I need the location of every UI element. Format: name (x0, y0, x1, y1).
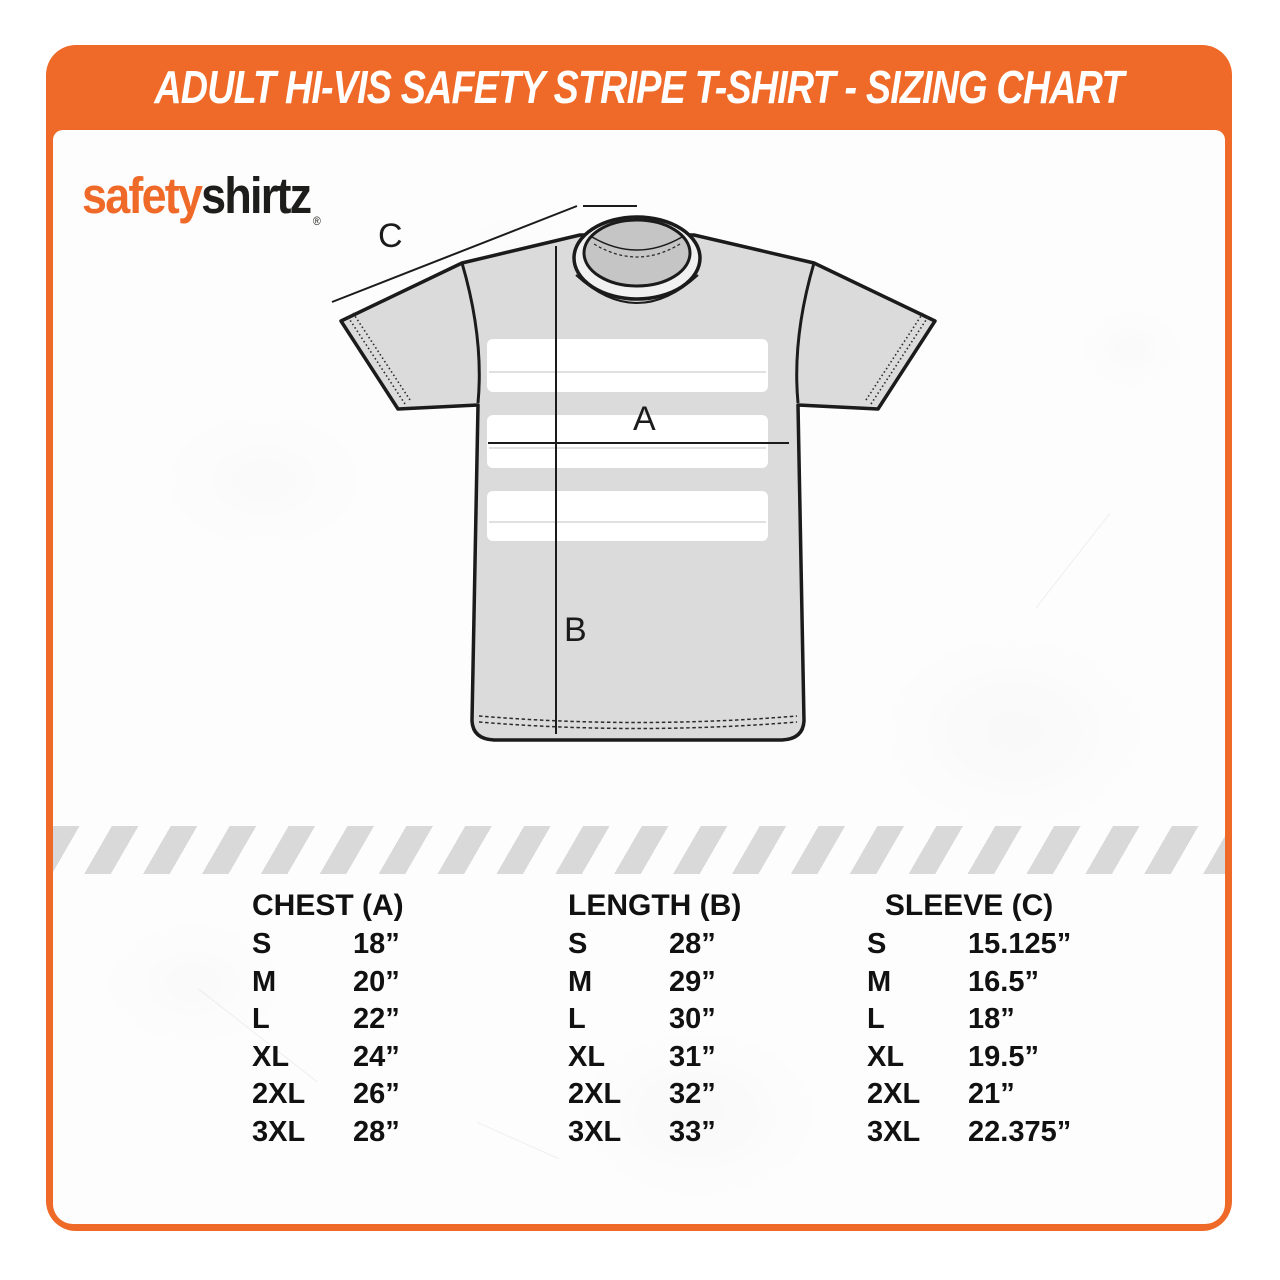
registered-mark-icon: ® (312, 214, 321, 228)
size-value: 18” (353, 928, 400, 960)
size-label: L (252, 1003, 270, 1035)
header-banner: ADULT HI-VIS SAFETY STRIPE T-SHIRT - SIZ… (46, 45, 1232, 130)
content-panel: safetyshirtz ® (53, 130, 1225, 1224)
length-table-rows: S 28” M 29” L 30” XL 31” 2XL 32” 3XL 33” (568, 926, 741, 1151)
chest-table-header: CHEST (A) (252, 889, 404, 922)
brand-logo-safety: safety (82, 167, 203, 224)
size-value: 26” (353, 1078, 400, 1110)
size-tables: CHEST (A) S 18” M 20” L 22” XL 24” 2XL 26” 3X… (53, 888, 1225, 1148)
size-value: 31” (669, 1040, 716, 1073)
size-label: M (252, 965, 277, 998)
size-value: 30” (669, 1003, 716, 1035)
size-label: XL (252, 1040, 290, 1073)
measurement-lines (331, 205, 789, 734)
size-value: 32” (669, 1078, 716, 1110)
size-label: XL (867, 1040, 905, 1073)
cuff-stitching (347, 312, 929, 405)
size-label: S (867, 928, 887, 960)
size-value: 33” (669, 1115, 716, 1148)
size-value: 29” (669, 965, 716, 998)
size-label: XL (568, 1040, 606, 1073)
size-label: L (568, 1003, 586, 1035)
hem-stitching (478, 715, 798, 730)
size-label: 3XL (867, 1115, 921, 1148)
size-label: M (867, 965, 892, 998)
sizing-chart-card: ADULT HI-VIS SAFETY STRIPE T-SHIRT - SIZ… (46, 45, 1232, 1231)
tshirt-collar (572, 215, 702, 304)
length-size-table: LENGTH (B) S 28” M 29” L 30” XL 31” 2XL 32” 3… (568, 888, 741, 1151)
size-label: L (867, 1003, 885, 1035)
size-label: S (252, 928, 272, 960)
reflective-stripes (487, 339, 768, 541)
sleeve-measure-line (331, 205, 578, 303)
chest-measurement-label: A (633, 400, 656, 438)
brand-logo-shirtz: shirtz (201, 167, 312, 224)
size-value: 28” (353, 1115, 400, 1148)
sleeve-size-table: SLEEVE (C) S 15.125” M 16.5” L 18” XL 19.5” … (867, 888, 1071, 1151)
chest-table-rows: S 18” M 20” L 22” XL 24” 2XL 26” 3XL 28” (252, 926, 404, 1151)
size-value: 22.375” (968, 1115, 1072, 1148)
page-title: ADULT HI-VIS SAFETY STRIPE T-SHIRT - SIZ… (154, 60, 1124, 113)
size-value: 21” (968, 1078, 1015, 1110)
size-label: 2XL (252, 1078, 306, 1110)
size-value: 16.5” (968, 965, 1039, 998)
size-value: 18” (968, 1003, 1015, 1035)
size-label: 2XL (867, 1078, 921, 1110)
tshirt-diagram-svg: A B C (331, 205, 937, 742)
brand-logo: safetyshirtz ® (82, 166, 321, 228)
chest-size-table: CHEST (A) S 18” M 20” L 22” XL 24” 2XL 26” 3X… (252, 888, 404, 1151)
size-value: 19.5” (968, 1040, 1039, 1073)
size-value: 20” (353, 965, 400, 998)
hazard-stripe-divider (53, 826, 1225, 874)
size-label: 2XL (568, 1078, 622, 1110)
tshirt-body (339, 233, 937, 742)
size-value: 28” (669, 928, 716, 960)
size-label: 3XL (568, 1115, 622, 1148)
size-value: 22” (353, 1003, 400, 1035)
texture-crack (1035, 512, 1111, 609)
sleeve-measurement-label: C (378, 217, 403, 255)
length-measurement-label: B (564, 611, 587, 649)
size-label: 3XL (252, 1115, 306, 1148)
sleeve-table-rows: S 15.125” M 16.5” L 18” XL 19.5” 2XL 21” 3XL 2… (867, 926, 1071, 1151)
size-value: 15.125” (968, 928, 1072, 960)
size-label: S (568, 928, 588, 960)
size-label: M (568, 965, 593, 998)
size-value: 24” (353, 1040, 400, 1073)
length-table-header: LENGTH (B) (568, 889, 742, 922)
sleeve-table-header: SLEEVE (C) (884, 889, 1054, 922)
tshirt-measurement-diagram: A B C (330, 183, 950, 748)
